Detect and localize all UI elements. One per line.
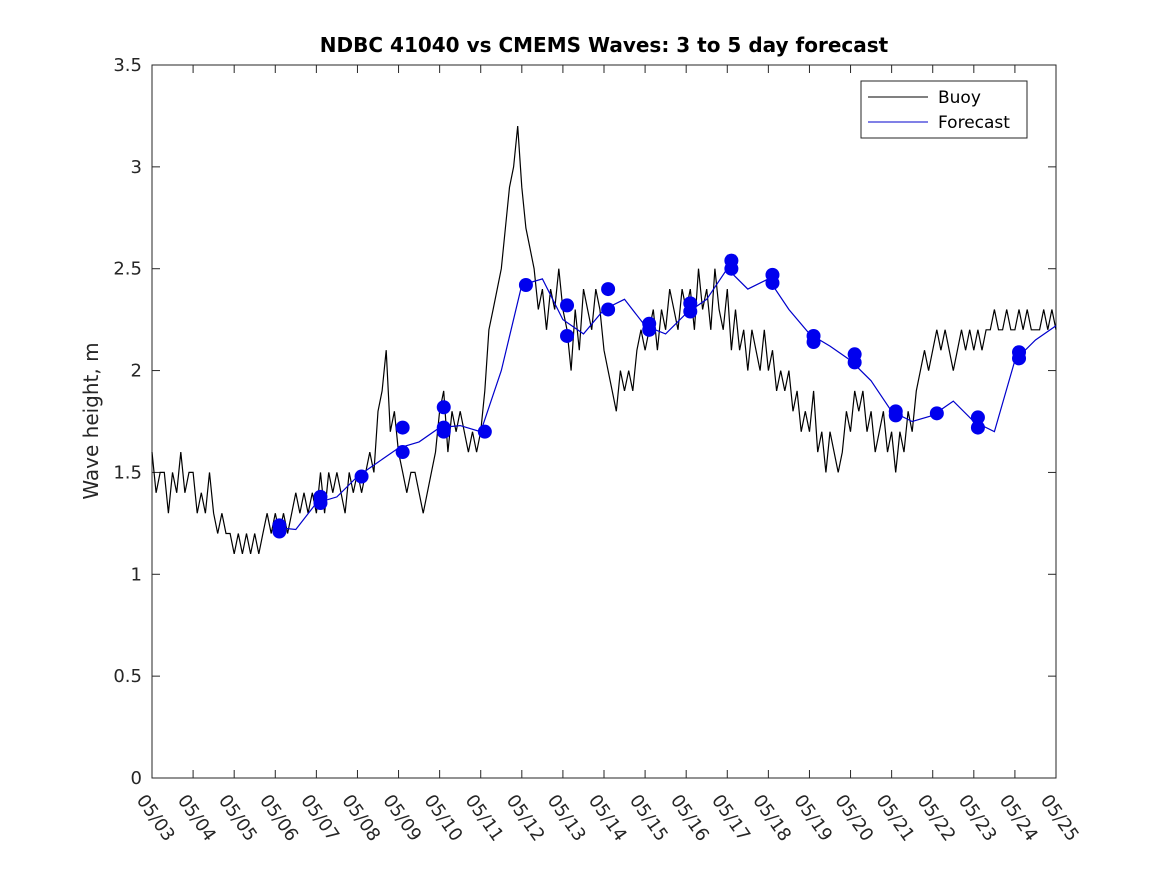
forecast-markers [272,253,1027,539]
forecast-marker [395,445,410,460]
forecast-marker [354,469,369,484]
buoy-series-line [151,126,1057,555]
forecast-marker [436,400,451,415]
forecast-marker [970,410,985,425]
forecast-marker [272,524,287,539]
forecast-marker [477,424,492,439]
forecast-marker [929,406,944,421]
plot-area [151,64,1057,779]
y-axis-label: Wave height, m [79,342,103,499]
forecast-marker [765,275,780,290]
y-tick-label: 3.5 [113,55,142,76]
y-tick-label: 2.5 [113,259,142,280]
forecast-marker [642,322,657,337]
legend: Buoy Forecast [860,80,1028,139]
forecast-marker [560,328,575,343]
forecast-marker [313,495,328,510]
forecast-marker [888,408,903,423]
forecast-marker [970,420,985,435]
forecast-marker [847,355,862,370]
legend-buoy-label: Buoy [938,88,981,108]
forecast-marker [560,298,575,313]
forecast-marker [436,424,451,439]
forecast-marker [724,261,739,276]
y-tick-label: 1 [131,564,142,585]
legend-forecast-label: Forecast [938,113,1010,133]
forecast-marker [601,302,616,317]
forecast-marker [1012,351,1027,366]
forecast-marker [518,278,533,293]
y-tick-label: 0 [131,768,142,789]
forecast-marker [806,335,821,350]
forecast-marker [683,304,698,319]
y-tick-label: 0.5 [113,666,142,687]
legend-box [860,80,1028,139]
y-tick-label: 2 [131,361,142,382]
forecast-marker [395,420,410,435]
chart-title: NDBC 41040 vs CMEMS Waves: 3 to 5 day fo… [320,33,889,57]
y-axis: 0 0.5 1 1.5 2 2.5 3 3.5 [113,55,1056,789]
forecast-marker [601,282,616,297]
y-tick-label: 1.5 [113,462,142,483]
y-tick-label: 3 [131,157,142,178]
